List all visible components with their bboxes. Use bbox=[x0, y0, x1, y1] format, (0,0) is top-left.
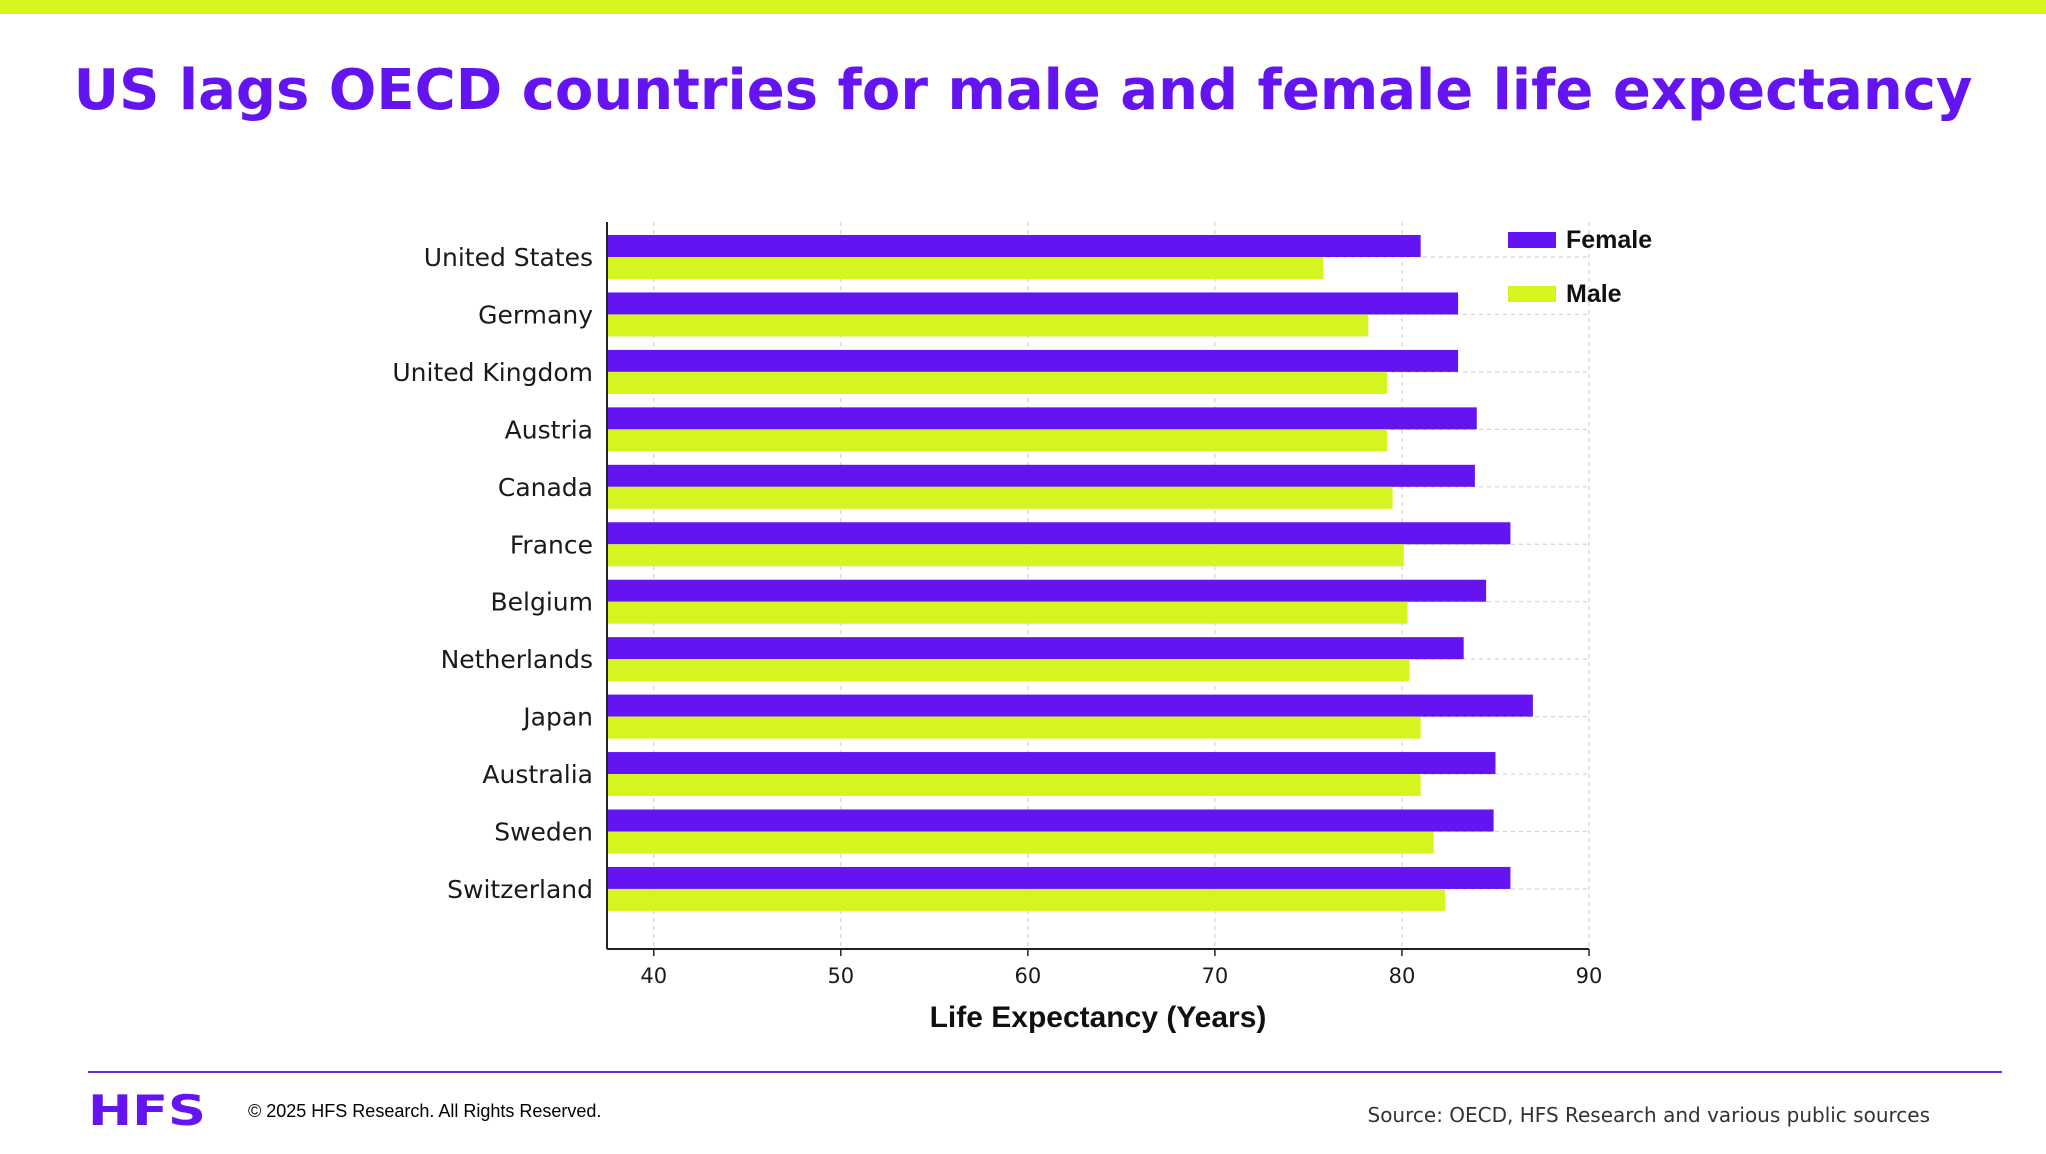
bar-male-canada bbox=[608, 487, 1393, 509]
bar-male-japan bbox=[608, 717, 1421, 739]
x-tick-label: 50 bbox=[827, 964, 854, 988]
bar-male-germany bbox=[608, 314, 1368, 336]
x-tick-label: 80 bbox=[1389, 964, 1416, 988]
bar-male-united-states bbox=[608, 257, 1323, 279]
legend-label-female: Female bbox=[1566, 226, 1652, 254]
bar-female-united-states bbox=[608, 235, 1421, 257]
bar-female-sweden bbox=[608, 810, 1494, 832]
footer-divider bbox=[88, 1071, 2002, 1073]
x-tick-label: 70 bbox=[1202, 964, 1229, 988]
copyright-text: © 2025 HFS Research. All Rights Reserved… bbox=[248, 1101, 601, 1122]
legend: Female Male bbox=[1508, 226, 1652, 308]
category-label: United Kingdom bbox=[392, 358, 593, 387]
category-label: Switzerland bbox=[447, 875, 593, 904]
hfs-logo-text: HFS bbox=[88, 1092, 206, 1128]
bar-female-netherlands bbox=[608, 637, 1464, 659]
x-tick-label: 90 bbox=[1576, 964, 1603, 988]
category-label: Canada bbox=[498, 473, 593, 502]
x-tick-label: 60 bbox=[1014, 964, 1041, 988]
category-label: United States bbox=[424, 243, 593, 272]
category-label: Netherlands bbox=[441, 645, 593, 674]
bar-male-netherlands bbox=[608, 659, 1409, 681]
category-label: Germany bbox=[478, 300, 593, 329]
bar-male-belgium bbox=[608, 602, 1408, 624]
category-label: Austria bbox=[505, 415, 593, 444]
bar-female-united-kingdom bbox=[608, 350, 1458, 372]
bar-female-austria bbox=[608, 407, 1477, 429]
x-tick-label: 40 bbox=[640, 964, 667, 988]
bar-female-germany bbox=[608, 292, 1458, 314]
category-label: Australia bbox=[482, 760, 593, 789]
bar-male-sweden bbox=[608, 832, 1434, 854]
bar-female-canada bbox=[608, 465, 1475, 487]
bar-male-austria bbox=[608, 429, 1387, 451]
category-label: France bbox=[510, 530, 593, 559]
bar-male-france bbox=[608, 544, 1404, 566]
x-axis-title: Life Expectancy (Years) bbox=[930, 1001, 1267, 1034]
bar-male-australia bbox=[608, 774, 1421, 796]
bar-female-australia bbox=[608, 752, 1495, 774]
category-label: Belgium bbox=[491, 588, 594, 617]
bar-male-switzerland bbox=[608, 889, 1445, 911]
bar-female-belgium bbox=[608, 580, 1486, 602]
legend-swatch-male bbox=[1508, 286, 1556, 302]
bar-female-switzerland bbox=[608, 867, 1510, 889]
source-text: Source: OECD, HFS Research and various p… bbox=[1368, 1103, 1931, 1127]
legend-swatch-female bbox=[1508, 232, 1556, 248]
legend-label-male: Male bbox=[1566, 280, 1622, 308]
life-expectancy-chart: United States Germany United Kingdom Austri… bbox=[0, 0, 2046, 1154]
category-label: Japan bbox=[521, 703, 593, 732]
category-label: Sweden bbox=[494, 818, 593, 847]
bar-female-japan bbox=[608, 695, 1533, 717]
bars bbox=[608, 235, 1533, 911]
hfs-logo: HFS bbox=[88, 1092, 206, 1128]
bar-female-france bbox=[608, 522, 1510, 544]
bar-male-united-kingdom bbox=[608, 372, 1387, 394]
